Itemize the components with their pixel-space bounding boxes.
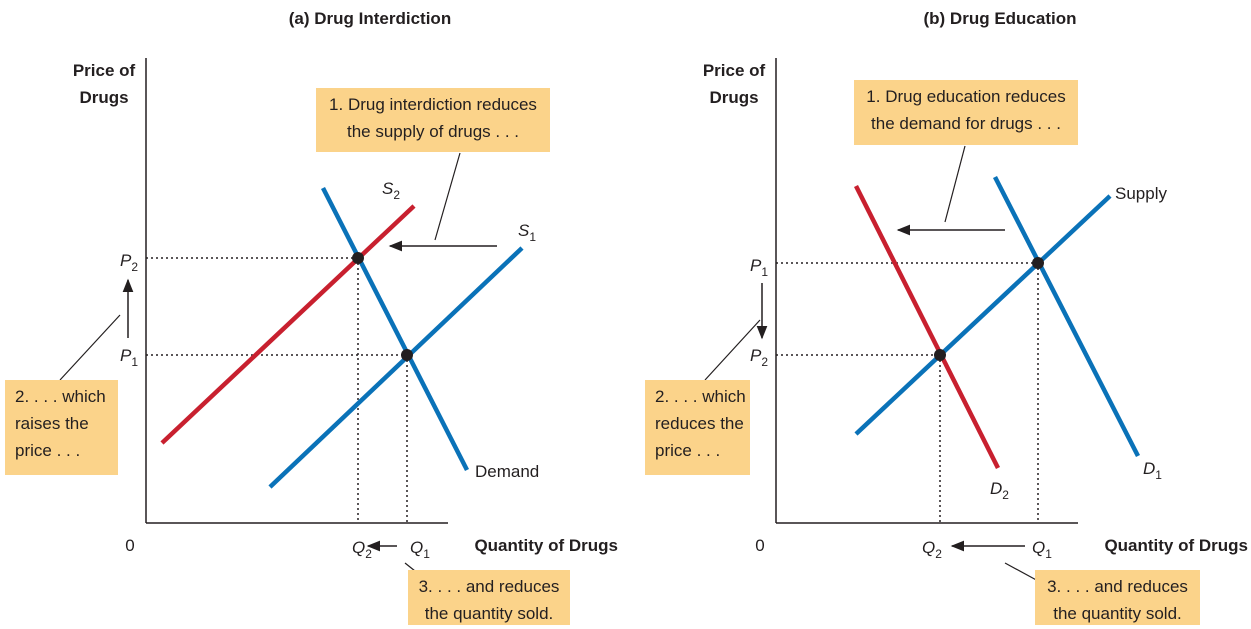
curve-label: Q1	[1032, 538, 1052, 561]
label-main: P	[750, 346, 762, 365]
pointer-line	[434, 152, 461, 241]
origin-label: 0	[755, 536, 764, 555]
label-sub: 2	[1002, 488, 1009, 502]
annotation-text: 2. . . . which	[15, 387, 106, 406]
annotation-text: the quantity sold.	[425, 604, 554, 623]
curve-label: D1	[1143, 459, 1162, 482]
label-sub: 2	[761, 355, 768, 369]
label-main: Supply	[1115, 184, 1167, 203]
curve-label: P2	[750, 346, 768, 369]
label-main: D	[990, 479, 1002, 498]
label-sub: 2	[131, 260, 138, 274]
label-main: P	[750, 256, 762, 275]
curve-label: Q2	[352, 538, 372, 561]
label-main: Q	[922, 538, 935, 557]
label-sub: 1	[1155, 468, 1162, 482]
x-axis-label: Quantity of Drugs	[474, 536, 618, 555]
origin-label: 0	[125, 536, 134, 555]
label-sub: 1	[761, 265, 768, 279]
curve	[268, 246, 524, 489]
curve-label: Supply	[1115, 184, 1167, 203]
equilibrium-point	[1032, 257, 1044, 269]
label-sub: 1	[423, 547, 430, 561]
annotation-text: price . . .	[655, 441, 720, 460]
curve	[853, 184, 1001, 470]
annotation-box	[645, 380, 750, 475]
label-main: D	[1143, 459, 1155, 478]
panel-title: (a) Drug Interdiction	[289, 9, 451, 28]
pointer-line	[704, 319, 761, 381]
curve-label: Q1	[410, 538, 430, 561]
curve-label: S1	[518, 221, 536, 244]
curve-label: S2	[382, 179, 400, 202]
label-main: P	[120, 346, 132, 365]
panel-title: (b) Drug Education	[924, 9, 1077, 28]
label-sub: 1	[1045, 547, 1052, 561]
x-axis-label: Quantity of Drugs	[1104, 536, 1248, 555]
annotation-text: 2. . . . which	[655, 387, 746, 406]
curve-label: Demand	[475, 462, 539, 481]
annotation-box	[854, 80, 1078, 145]
y-axis-label: Drugs	[709, 88, 758, 107]
pointer-line	[1004, 562, 1041, 583]
curve-label: Q2	[922, 538, 942, 561]
annotation-box	[408, 570, 570, 625]
pointer-line	[944, 145, 966, 223]
equilibrium-point	[934, 349, 946, 361]
label-main: Q	[352, 538, 365, 557]
label-sub: 2	[393, 188, 400, 202]
annotation-text: the demand for drugs . . .	[871, 114, 1061, 133]
label-main: S	[382, 179, 394, 198]
label-main: P	[120, 251, 132, 270]
annotation-text: 3. . . . and reduces	[1047, 577, 1188, 596]
annotation-text: the supply of drugs . . .	[347, 122, 519, 141]
curve-label: D2	[990, 479, 1009, 502]
curve-label: P1	[120, 346, 138, 369]
label-sub: 1	[529, 230, 536, 244]
annotation-text: the quantity sold.	[1053, 604, 1182, 623]
equilibrium-point	[401, 349, 413, 361]
curve	[320, 186, 470, 472]
equilibrium-point	[352, 252, 364, 264]
annotation-box	[1035, 570, 1200, 625]
label-sub: 2	[935, 547, 942, 561]
curve	[854, 194, 1112, 436]
label-main: Q	[1032, 538, 1045, 557]
label-main: Q	[410, 538, 423, 557]
curve	[992, 175, 1141, 458]
annotation-text: raises the	[15, 414, 89, 433]
annotation-box	[316, 88, 550, 152]
annotation-text: 3. . . . and reduces	[419, 577, 560, 596]
pointer-line	[59, 314, 121, 381]
curve-label: P2	[120, 251, 138, 274]
annotation-text: price . . .	[15, 441, 80, 460]
y-axis-label: Price of	[73, 61, 136, 80]
label-sub: 1	[131, 355, 138, 369]
y-axis-label: Drugs	[79, 88, 128, 107]
label-main: S	[518, 221, 530, 240]
annotation-text: reduces the	[655, 414, 744, 433]
annotation-text: 1. Drug education reduces	[866, 87, 1065, 106]
annotation-box	[5, 380, 118, 475]
label-main: Demand	[475, 462, 539, 481]
annotation-text: 1. Drug interdiction reduces	[329, 95, 537, 114]
label-sub: 2	[365, 547, 372, 561]
curve	[160, 204, 416, 445]
curve-label: P1	[750, 256, 768, 279]
y-axis-label: Price of	[703, 61, 766, 80]
